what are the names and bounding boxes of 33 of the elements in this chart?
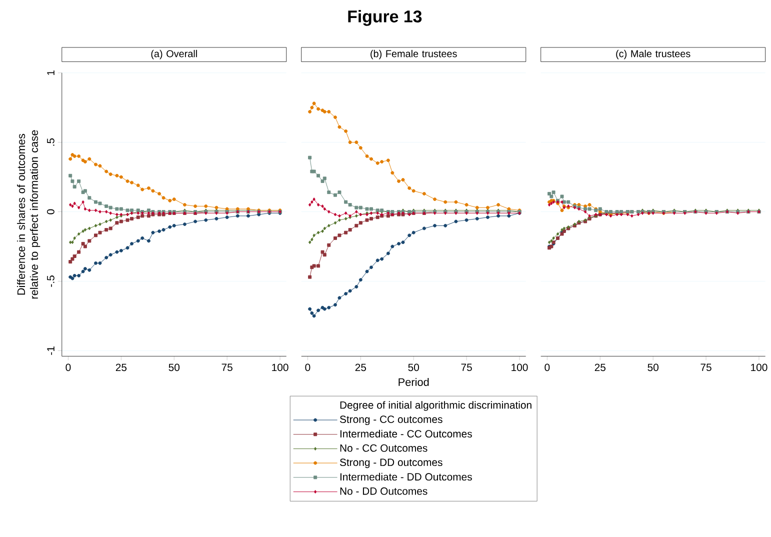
x-tick-label: 0 <box>305 364 310 372</box>
x-tick-label: 25 <box>116 364 127 372</box>
text: Figure 13 <box>348 10 422 26</box>
x-tick-label: 0 <box>544 364 550 372</box>
x-tick-label: 100 <box>272 364 288 372</box>
y-tick-label: 1 <box>47 70 54 76</box>
legend-title: Degree of initial algorithmic discrimination <box>340 401 532 411</box>
legend-label: No - CC Outcomes <box>340 444 428 452</box>
x-tick-label: 50 <box>168 364 180 372</box>
x-tick-label: 25 <box>594 364 606 372</box>
chart-subtitle: (b) Female trustees <box>370 50 457 60</box>
x-tick-label: 25 <box>355 364 366 372</box>
legend-label: Strong - DD outcomes <box>340 458 442 468</box>
y-tick-label: .5 <box>47 138 54 146</box>
x-tick-label: 50 <box>408 364 419 372</box>
y-tick-label: 0 <box>46 209 54 214</box>
legend-label: Strong - CC outcomes <box>340 416 442 426</box>
x-tick-label: 100 <box>751 364 768 372</box>
chart-subtitle: (a) Overall <box>151 50 197 60</box>
x-tick-label: 50 <box>648 364 658 372</box>
x-axis-title: Period <box>398 378 429 386</box>
legend-label: Intermediate - DD Outcomes <box>340 472 472 481</box>
legend-label: Intermediate - CC Outcomes <box>340 430 472 438</box>
y-axis-title: Difference in shares of outcomes relative to perfect information case <box>17 130 40 299</box>
x-tick-label: 100 <box>512 364 528 372</box>
legend-label: No - DD Outcomes <box>340 488 428 495</box>
chart-subtitle: (c) Male trustees <box>616 50 690 60</box>
x-tick-label: 75 <box>700 364 712 372</box>
x-tick-label: 75 <box>222 364 232 372</box>
x-tick-label: 0 <box>66 364 71 372</box>
x-tick-label: 75 <box>461 364 472 372</box>
y-tick-label: -.5 <box>47 276 54 287</box>
y-tick-label: -1 <box>47 346 54 355</box>
